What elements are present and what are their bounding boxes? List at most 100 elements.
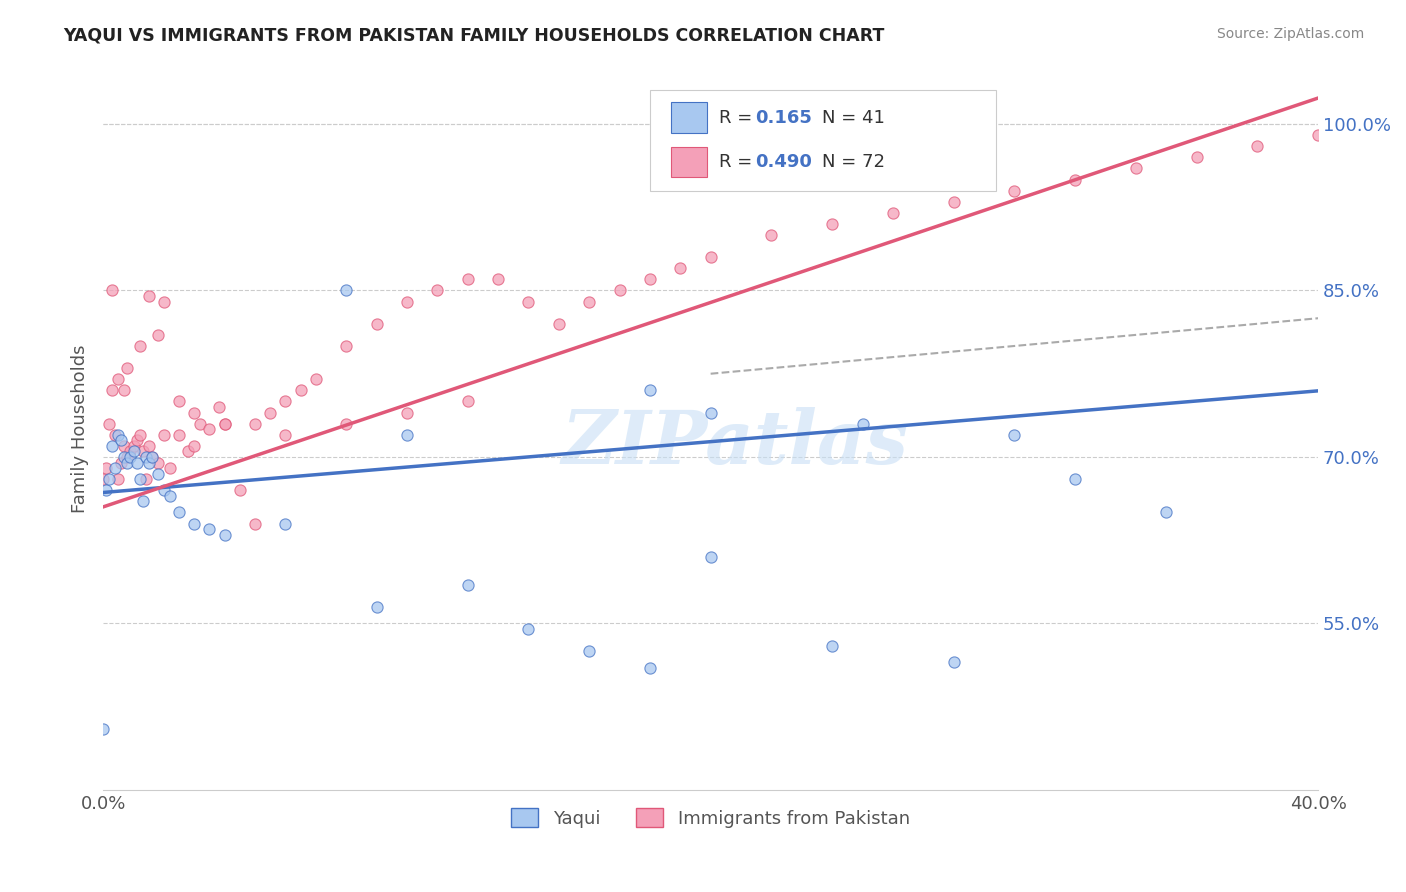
Point: [177, 444, 200, 458]
Text: N = 72: N = 72: [823, 153, 886, 171]
Point: [101, 284, 124, 298]
Point: [1064, 172, 1087, 186]
Point: [112, 384, 135, 398]
Point: [153, 294, 176, 309]
Point: [138, 289, 160, 303]
Point: [120, 450, 142, 464]
Point: [146, 467, 169, 481]
Point: [98, 417, 121, 431]
Text: Source: ZipAtlas.com: Source: ZipAtlas.com: [1216, 27, 1364, 41]
Point: [305, 372, 328, 386]
Point: [146, 327, 169, 342]
Point: [138, 456, 160, 470]
Point: [547, 317, 569, 331]
Point: [135, 472, 157, 486]
Point: [578, 644, 600, 658]
Bar: [671, 147, 707, 178]
Bar: [671, 103, 707, 133]
Text: 0.165: 0.165: [755, 109, 813, 127]
Point: [159, 489, 181, 503]
Point: [699, 250, 721, 264]
Y-axis label: Family Households: Family Households: [72, 345, 89, 514]
Point: [457, 394, 479, 409]
Point: [274, 516, 297, 531]
Point: [135, 450, 157, 464]
Point: [117, 361, 139, 376]
Point: [851, 417, 873, 431]
Point: [120, 444, 142, 458]
Point: [335, 417, 357, 431]
Point: [122, 444, 145, 458]
Point: [198, 522, 221, 536]
Point: [101, 439, 124, 453]
Point: [243, 516, 266, 531]
Point: [159, 461, 181, 475]
Point: [141, 450, 163, 464]
Point: [107, 372, 129, 386]
Point: [153, 427, 176, 442]
Point: [1308, 128, 1330, 142]
Point: [638, 661, 661, 675]
Point: [214, 417, 236, 431]
Point: [457, 272, 479, 286]
Point: [146, 456, 169, 470]
Point: [128, 427, 150, 442]
Text: R =: R =: [718, 109, 758, 127]
Point: [188, 417, 211, 431]
Point: [1154, 506, 1177, 520]
Point: [669, 261, 692, 276]
Point: [117, 456, 139, 470]
Point: [290, 384, 312, 398]
Point: [138, 439, 160, 453]
Point: [117, 450, 139, 464]
Point: [821, 217, 844, 231]
Point: [122, 439, 145, 453]
Point: [761, 227, 783, 242]
Point: [112, 450, 135, 464]
Point: [426, 284, 449, 298]
Point: [882, 206, 904, 220]
Point: [395, 406, 418, 420]
FancyBboxPatch shape: [650, 90, 997, 191]
Point: [214, 527, 236, 541]
Point: [229, 483, 252, 498]
Text: YAQUI VS IMMIGRANTS FROM PAKISTAN FAMILY HOUSEHOLDS CORRELATION CHART: YAQUI VS IMMIGRANTS FROM PAKISTAN FAMILY…: [63, 27, 884, 45]
Point: [104, 461, 127, 475]
Point: [366, 599, 388, 614]
Point: [638, 272, 661, 286]
Point: [128, 339, 150, 353]
Point: [110, 456, 132, 470]
Point: [638, 384, 661, 398]
Point: [107, 472, 129, 486]
Point: [517, 622, 540, 636]
Point: [96, 483, 118, 498]
Point: [128, 472, 150, 486]
Point: [183, 439, 205, 453]
Point: [274, 394, 297, 409]
Point: [1002, 184, 1025, 198]
Point: [578, 294, 600, 309]
Point: [104, 427, 127, 442]
Point: [942, 194, 965, 209]
Point: [91, 472, 114, 486]
Point: [96, 461, 118, 475]
Point: [131, 494, 153, 508]
Point: [110, 434, 132, 448]
Legend: Yaqui, Immigrants from Pakistan: Yaqui, Immigrants from Pakistan: [503, 801, 917, 835]
Point: [1185, 150, 1208, 164]
Point: [335, 339, 357, 353]
Point: [98, 472, 121, 486]
Point: [1064, 472, 1087, 486]
Point: [1002, 427, 1025, 442]
Point: [517, 294, 540, 309]
Point: [243, 417, 266, 431]
Point: [167, 394, 190, 409]
Point: [259, 406, 281, 420]
Point: [125, 434, 148, 448]
Point: [125, 456, 148, 470]
Point: [131, 444, 153, 458]
Point: [699, 406, 721, 420]
Point: [942, 655, 965, 669]
Point: [609, 284, 631, 298]
Point: [183, 406, 205, 420]
